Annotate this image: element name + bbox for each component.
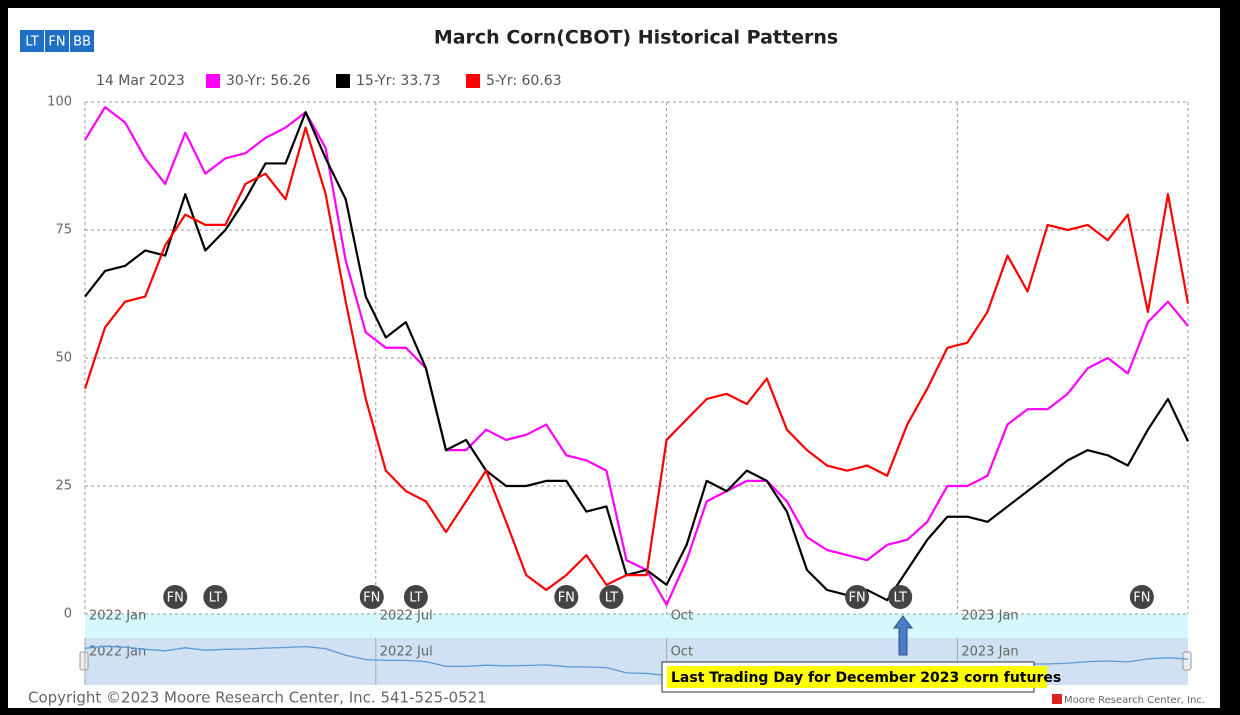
series-line xyxy=(84,106,1189,606)
event-label[interactable]: LT xyxy=(209,591,222,606)
y-tick-label: 50 xyxy=(55,351,72,366)
legend-swatch[interactable] xyxy=(336,74,350,88)
credit-icon xyxy=(1052,694,1062,704)
event-label[interactable]: FN xyxy=(363,591,380,606)
x-tick-label: 2022 Jul xyxy=(380,609,433,624)
event-label[interactable]: LT xyxy=(605,591,618,606)
event-label[interactable]: FN xyxy=(167,591,184,606)
series-line xyxy=(83,126,1190,592)
legend-label[interactable]: 15-Yr: 33.73 xyxy=(356,73,441,89)
annotation-highlight xyxy=(667,666,1047,688)
navigator-handle[interactable] xyxy=(1182,651,1192,671)
x-tick-label: 2023 Jan xyxy=(961,609,1018,624)
copyright: Copyright ©2023 Moore Research Center, I… xyxy=(28,689,487,707)
button[interactable] xyxy=(70,30,94,52)
button-label[interactable]: BB xyxy=(73,35,91,50)
legend-swatch[interactable] xyxy=(466,74,480,88)
event-marker[interactable] xyxy=(163,585,188,609)
event-label[interactable]: LT xyxy=(409,591,422,606)
event-marker[interactable] xyxy=(845,585,870,609)
annotation-text: Last Trading Day for December 2023 corn … xyxy=(671,670,1061,686)
legend-label[interactable]: 5-Yr: 60.63 xyxy=(486,73,562,89)
y-tick-label: 100 xyxy=(47,95,72,110)
event-label[interactable]: FN xyxy=(1133,591,1150,606)
scroll-band xyxy=(85,614,1188,638)
navigator-label: 2022 Jul xyxy=(380,645,433,660)
event-marker[interactable] xyxy=(554,585,579,609)
button[interactable] xyxy=(20,30,44,52)
button-label[interactable]: FN xyxy=(48,35,65,50)
button-label[interactable]: LT xyxy=(25,35,38,50)
navigator-label: Oct xyxy=(671,645,693,660)
x-tick-label: Oct xyxy=(671,609,693,624)
navigator-label: 2023 Jan xyxy=(961,645,1018,660)
credit: Moore Research Center, Inc. xyxy=(1064,695,1205,706)
legend-date: 14 Mar 2023 xyxy=(96,73,185,89)
legend-swatch[interactable] xyxy=(206,74,220,88)
event-label[interactable]: FN xyxy=(848,591,865,606)
chart-title: March Corn(CBOT) Historical Patterns xyxy=(434,27,838,49)
annotation-arrow xyxy=(893,615,913,656)
event-label[interactable]: FN xyxy=(558,591,575,606)
event-marker[interactable] xyxy=(359,585,384,609)
series-line xyxy=(84,111,1189,602)
y-tick-label: 0 xyxy=(64,607,72,622)
event-marker[interactable] xyxy=(599,585,624,609)
event-marker[interactable] xyxy=(203,585,228,609)
event-marker[interactable] xyxy=(888,585,913,609)
event-label[interactable]: LT xyxy=(894,591,907,606)
event-marker[interactable] xyxy=(403,585,428,609)
button[interactable] xyxy=(45,30,69,52)
navigator-handle[interactable] xyxy=(79,651,89,671)
x-tick-label: 2022 Jan xyxy=(89,609,146,624)
event-marker[interactable] xyxy=(1129,585,1154,609)
legend-label[interactable]: 30-Yr: 56.26 xyxy=(226,73,311,89)
y-tick-label: 25 xyxy=(55,479,72,494)
y-tick-label: 75 xyxy=(55,223,72,238)
